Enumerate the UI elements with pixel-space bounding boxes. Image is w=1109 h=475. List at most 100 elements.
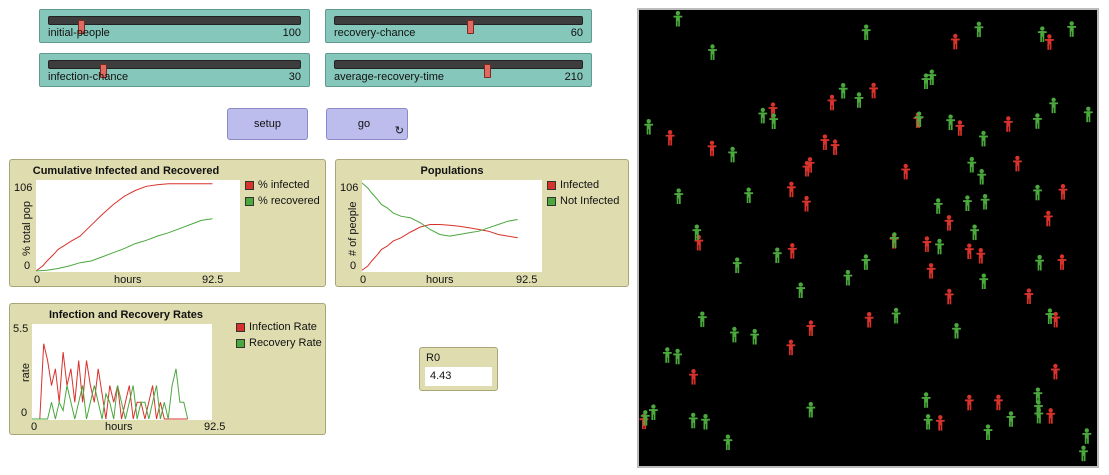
- infected-person-icon: [976, 248, 986, 264]
- slider-value: 210: [564, 71, 583, 83]
- legend-infected: % infected: [245, 179, 309, 191]
- slider-thumb[interactable]: [484, 64, 492, 78]
- healthy-person-icon: [796, 282, 806, 298]
- go-button[interactable]: go ↻: [326, 108, 408, 140]
- slider-track[interactable]: [334, 60, 583, 78]
- infection-chance-slider[interactable]: infection-chance 30: [39, 53, 310, 87]
- healthy-person-icon: [758, 107, 768, 124]
- plot-area: [361, 180, 542, 272]
- infected-person-icon: [1058, 184, 1068, 200]
- x-max-label: 92.5: [204, 421, 226, 433]
- healthy-person-icon: [861, 254, 871, 270]
- infected-person-icon: [1057, 254, 1067, 270]
- healthy-person-icon: [744, 187, 754, 204]
- healthy-person-icon: [697, 311, 707, 328]
- series-line-infection-rate: [32, 343, 188, 420]
- healthy-person-icon: [1082, 428, 1092, 444]
- legend-infection-rate: Infection Rate: [236, 321, 317, 333]
- healthy-person-icon: [861, 24, 871, 41]
- healthy-person-icon: [979, 273, 989, 290]
- slider-label: recovery-chance: [334, 27, 416, 39]
- legend-swatch: [547, 196, 556, 206]
- y-max-label: 5.5: [13, 323, 29, 335]
- plot-title: Cumulative Infected and Recovered: [32, 165, 220, 177]
- forever-icon: ↻: [394, 125, 404, 137]
- infected-person-icon: [1046, 408, 1056, 424]
- slider-thumb[interactable]: [100, 64, 108, 78]
- setup-button[interactable]: setup: [227, 108, 308, 140]
- legend-label: Infected: [560, 179, 600, 191]
- healthy-person-icon: [723, 434, 733, 451]
- healthy-person-icon: [843, 269, 853, 286]
- infected-person-icon: [1045, 34, 1054, 50]
- rates-plot: Infection and Recovery Rates 5.5 0 rate …: [9, 303, 326, 435]
- infected-person-icon: [964, 243, 974, 260]
- healthy-person-icon: [927, 69, 937, 86]
- infected-person-icon: [1013, 155, 1022, 172]
- average-recovery-time-slider[interactable]: average-recovery-time 210: [325, 53, 592, 87]
- series-line-recovery-rate: [32, 368, 189, 420]
- x-axis-label: hours: [426, 274, 454, 286]
- healthy-person-icon: [701, 414, 710, 430]
- healthy-person-icon: [1035, 254, 1044, 271]
- initial-people-slider[interactable]: initial-people 100: [39, 9, 310, 43]
- world-view[interactable]: [637, 8, 1099, 468]
- slider-track[interactable]: [48, 60, 301, 78]
- y-axis-label: % total pop: [21, 200, 33, 256]
- healthy-person-icon: [946, 114, 955, 131]
- go-button-label: go: [357, 118, 371, 130]
- legend-label: % infected: [258, 179, 310, 191]
- series-line-infected: [35, 183, 213, 272]
- healthy-person-icon: [1034, 407, 1044, 424]
- plot-lines: [35, 183, 213, 272]
- world-canvas[interactable]: [639, 10, 1097, 466]
- healthy-person-icon: [806, 401, 816, 418]
- healthy-person-icon: [732, 257, 742, 273]
- infected-person-icon: [689, 369, 698, 385]
- y-max-label: 106: [14, 182, 33, 194]
- x-axis-label: hours: [105, 421, 133, 433]
- slider-thumb[interactable]: [77, 20, 85, 34]
- healthy-person-icon: [673, 348, 682, 365]
- cumulative-plot: Cumulative Infected and Recovered 106 0 …: [9, 159, 326, 287]
- healthy-person-icon: [1079, 445, 1088, 462]
- monitor-value: 4.43: [425, 367, 492, 386]
- series-line-not-infected: [361, 182, 518, 237]
- healthy-person-icon: [891, 307, 901, 324]
- y-min-label: 0: [350, 260, 357, 272]
- recovery-chance-slider[interactable]: recovery-chance 60: [325, 9, 592, 43]
- plot-area: [32, 324, 212, 420]
- healthy-person-icon: [1049, 97, 1058, 114]
- x-max-label: 92.5: [202, 274, 224, 286]
- healthy-person-icon: [977, 169, 987, 185]
- healthy-person-icon: [649, 404, 658, 420]
- healthy-person-icon: [838, 83, 848, 99]
- slider-track[interactable]: [48, 16, 301, 34]
- infected-person-icon: [1003, 116, 1013, 132]
- legend-swatch: [245, 180, 254, 190]
- slider-label: initial-people: [48, 27, 110, 39]
- infected-person-icon: [1043, 210, 1053, 227]
- infected-person-icon: [802, 195, 811, 212]
- healthy-person-icon: [952, 323, 961, 339]
- healthy-person-icon: [662, 347, 672, 363]
- healthy-person-icon: [708, 44, 717, 60]
- setup-button-label: setup: [254, 118, 281, 130]
- infected-person-icon: [950, 33, 960, 50]
- infected-person-icon: [820, 134, 830, 150]
- plot-title: Infection and Recovery Rates: [48, 309, 204, 321]
- infected-person-icon: [665, 130, 675, 146]
- healthy-person-icon: [674, 188, 684, 204]
- infected-person-icon: [787, 181, 796, 198]
- healthy-person-icon: [772, 247, 782, 264]
- legend-swatch: [236, 322, 245, 332]
- legend-label: Recovery Rate: [249, 337, 322, 349]
- infected-person-icon: [787, 243, 797, 259]
- infected-person-icon: [864, 312, 874, 328]
- slider-thumb[interactable]: [466, 20, 474, 34]
- slider-track[interactable]: [334, 16, 583, 34]
- x-min-label: 0: [34, 274, 41, 286]
- y-axis-label: rate: [20, 363, 32, 382]
- legend-swatch: [245, 196, 254, 206]
- plot-lines: [361, 182, 518, 271]
